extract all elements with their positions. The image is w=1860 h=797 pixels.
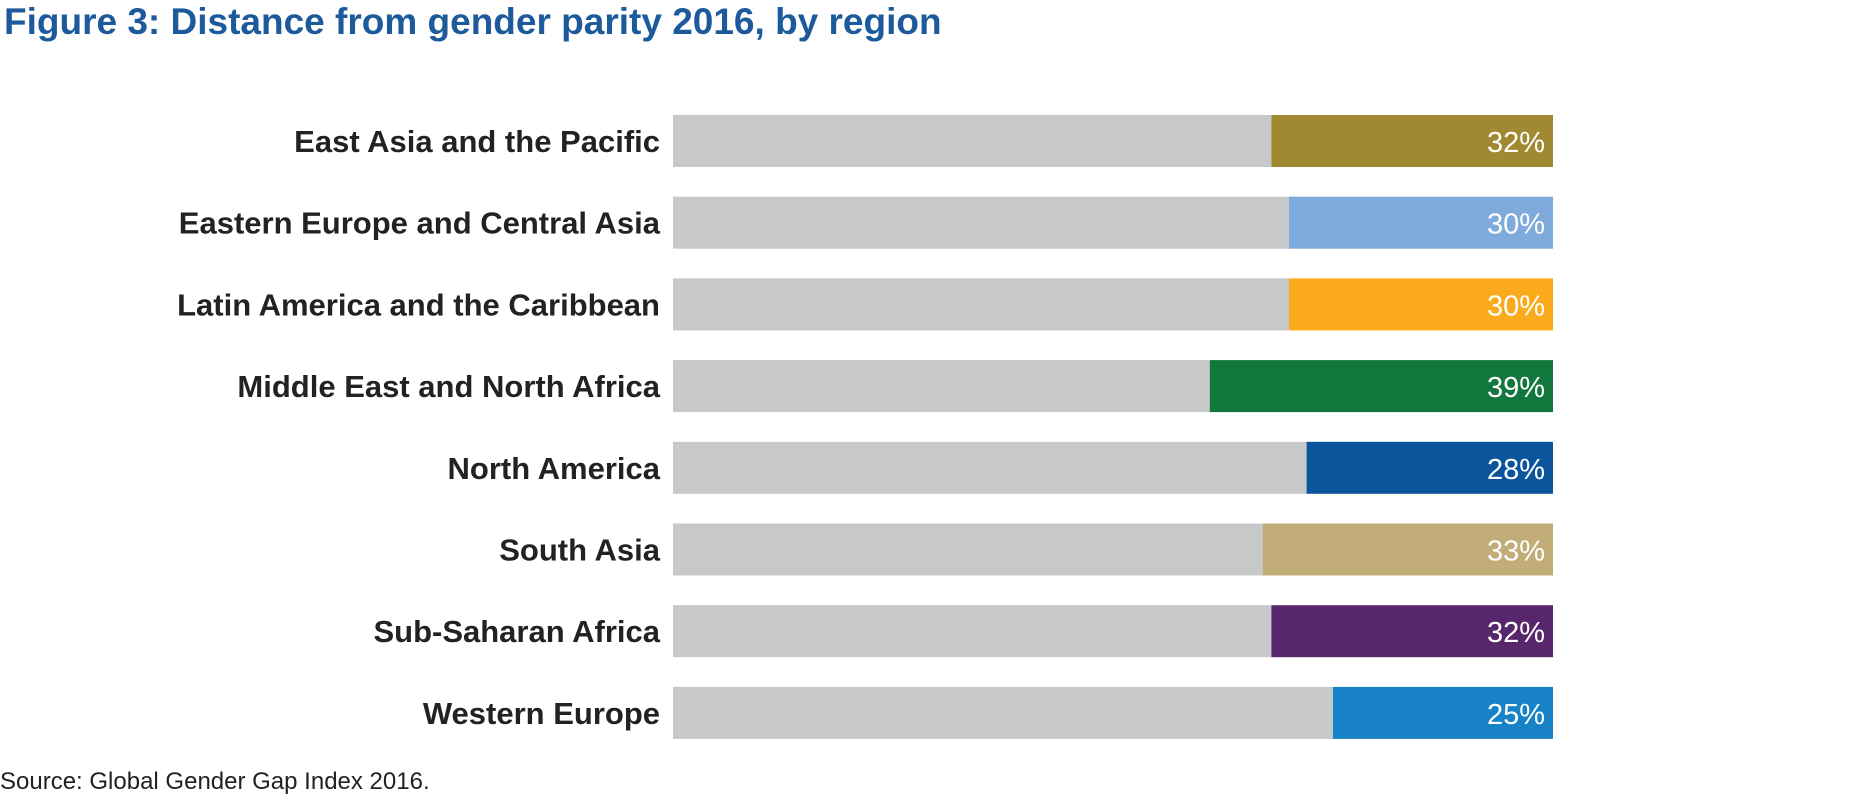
bar-gap	[1262, 523, 1553, 576]
bar-remainder	[673, 278, 1289, 331]
value-label: 28%	[1487, 454, 1545, 486]
value-label: 39%	[1487, 372, 1545, 404]
bar-remainder	[673, 115, 1272, 167]
bar-row: South Asia 33%	[499, 523, 1553, 576]
bar-gap	[1271, 605, 1553, 658]
bar-remainder	[673, 523, 1263, 576]
bar-remainder	[673, 605, 1272, 658]
bar-row: Middle East and North Africa 39%	[237, 360, 1553, 413]
bar-gap	[1209, 360, 1553, 413]
bar-row: Sub-Saharan Africa 32%	[373, 605, 1553, 658]
value-label: 30%	[1487, 209, 1545, 241]
value-label: 32%	[1487, 127, 1545, 159]
category-label: Western Europe	[423, 696, 660, 731]
bar-row: East Asia and the Pacific 32%	[294, 115, 1553, 167]
bar-remainder	[673, 360, 1210, 413]
bar-gap	[1333, 686, 1553, 739]
bar-gap	[1271, 115, 1553, 167]
value-label: 25%	[1487, 699, 1545, 731]
category-label: South Asia	[499, 533, 661, 568]
category-label: North America	[448, 451, 661, 486]
value-label: 33%	[1487, 536, 1545, 568]
bar-gap	[1289, 196, 1553, 249]
bar-remainder	[673, 196, 1289, 249]
bar-row: North America 28%	[448, 441, 1553, 494]
bar-row: Western Europe 25%	[423, 686, 1553, 739]
category-label: Middle East and North Africa	[237, 369, 660, 404]
bars-layer: East Asia and the Pacific 32% Eastern Euro…	[177, 115, 1553, 739]
bar-row: Latin America and the Caribbean 30%	[177, 278, 1553, 331]
category-label: Sub-Saharan Africa	[373, 614, 660, 649]
source-note: Source: Global Gender Gap Index 2016.	[0, 768, 430, 795]
bar-row: Eastern Europe and Central Asia 30%	[179, 196, 1553, 249]
bar-remainder	[673, 441, 1307, 494]
bar-remainder	[673, 686, 1333, 739]
category-label: East Asia and the Pacific	[294, 124, 660, 159]
chart-title: Figure 3: Distance from gender parity 20…	[4, 1, 942, 42]
value-label: 32%	[1487, 617, 1545, 649]
category-label: Eastern Europe and Central Asia	[179, 206, 661, 241]
bar-gap	[1289, 278, 1553, 331]
value-label: 30%	[1487, 290, 1545, 322]
bar-gap	[1306, 441, 1553, 494]
category-label: Latin America and the Caribbean	[177, 287, 660, 322]
